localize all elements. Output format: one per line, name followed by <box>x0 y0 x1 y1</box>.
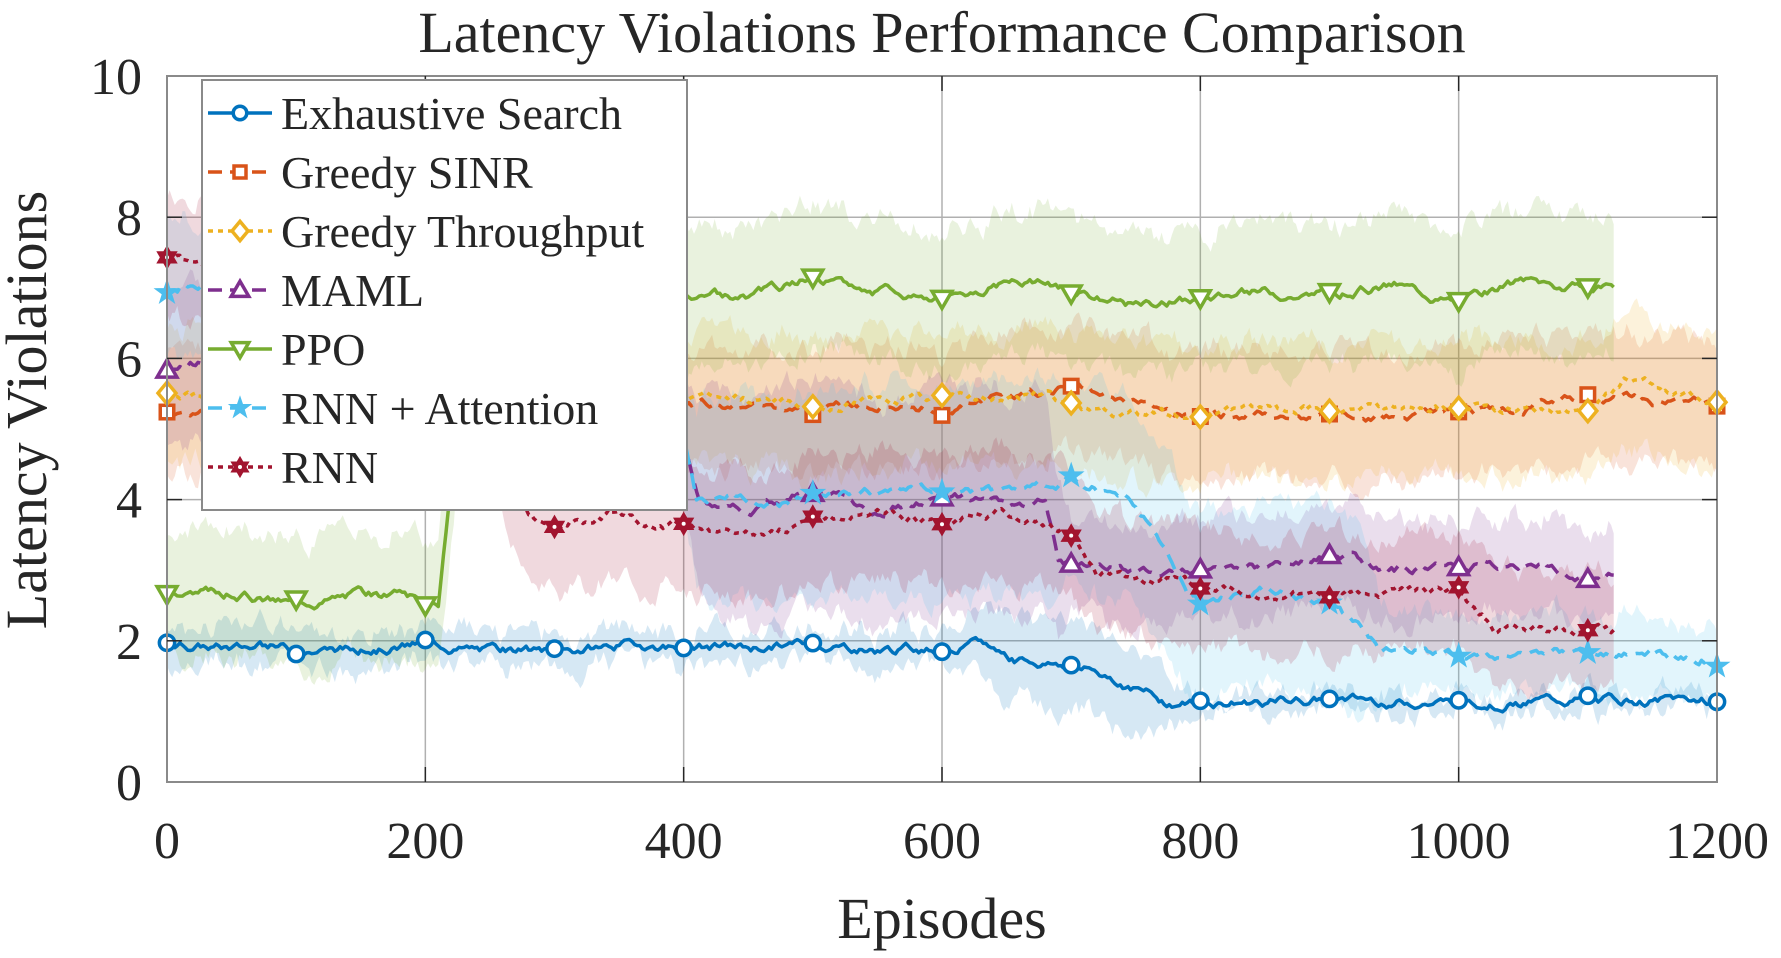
circle-marker <box>1449 690 1469 710</box>
triangle-down-marker <box>412 596 439 619</box>
triangle-down-marker <box>1445 291 1472 315</box>
hexagram-marker <box>1447 574 1470 600</box>
circle-marker <box>1578 686 1598 706</box>
diamond-marker <box>801 393 825 421</box>
circle-marker <box>231 104 249 122</box>
circle-marker <box>1190 691 1210 711</box>
star-marker <box>227 395 253 419</box>
triangle-down-marker <box>1058 284 1085 307</box>
hexagram-marker <box>672 511 695 537</box>
hexagram-marker <box>802 504 824 529</box>
legend: Exhaustive Search Greedy SINR Greedy Throu… <box>201 79 688 511</box>
triangle-down-marker <box>228 340 252 362</box>
x-tick-label: 1000 <box>1407 813 1511 870</box>
circle-marker <box>1320 689 1339 709</box>
diamond-marker <box>930 381 954 409</box>
triangle-up-marker <box>1316 541 1343 565</box>
band-rnn <box>167 180 1614 702</box>
legend-label: PPO <box>281 324 365 375</box>
circle-marker <box>286 644 306 664</box>
triangle-up-marker <box>1574 565 1601 589</box>
star-marker <box>1574 638 1602 664</box>
y-axis-title: Latency Violations <box>0 191 59 629</box>
x-tick-label: 0 <box>154 813 180 870</box>
hexagram-marker <box>1577 617 1599 643</box>
legend-label: Exhaustive Search <box>281 88 622 139</box>
series-line-ppo <box>167 273 1615 611</box>
circle-marker <box>803 633 823 653</box>
triangle-down-marker <box>799 268 826 291</box>
circle-marker <box>674 638 694 658</box>
legend-item: MAML <box>208 265 424 316</box>
triangle-down-marker <box>1187 289 1214 312</box>
star-marker <box>1057 461 1085 488</box>
diamond-marker <box>1189 403 1212 431</box>
band-exhaustive-search <box>167 601 1717 741</box>
x-axis-title: Episodes <box>837 886 1046 951</box>
y-tick-label: 8 <box>116 190 142 247</box>
x-tick-label: 600 <box>903 813 981 870</box>
legend-item: Exhaustive Search <box>208 88 622 139</box>
chart-title: Latency Violations Performance Compariso… <box>418 0 1465 65</box>
legend-item: Greedy Throughput <box>208 206 644 257</box>
y-tick-label: 10 <box>90 49 142 106</box>
star-marker <box>928 477 956 504</box>
circle-marker <box>415 630 435 650</box>
hexagram-marker <box>1060 523 1082 549</box>
triangle-up-marker <box>1445 554 1472 577</box>
star-marker <box>799 479 827 505</box>
legend-label: RNN + Attention <box>281 383 598 434</box>
diamond-marker <box>1318 397 1341 425</box>
legend-item: PPO <box>208 324 365 375</box>
triangle-down-marker <box>1574 278 1601 301</box>
diamond-marker <box>1576 397 1600 425</box>
y-tick-label: 6 <box>116 331 142 388</box>
x-tick-label: 400 <box>645 813 723 870</box>
hexagram-marker <box>230 455 250 479</box>
legend-box <box>201 79 688 511</box>
diamond-marker <box>229 218 251 244</box>
circle-marker <box>932 642 952 662</box>
diamond-marker <box>1447 394 1470 422</box>
triangle-up-marker <box>228 277 252 299</box>
series-markers <box>153 245 1731 712</box>
y-tick-label: 2 <box>116 614 142 671</box>
triangle-up-marker <box>1058 550 1085 573</box>
legend-label: Greedy Throughput <box>281 206 644 257</box>
circle-marker <box>1061 655 1081 675</box>
x-tick-label: 200 <box>386 813 464 870</box>
square-marker <box>933 406 951 424</box>
legend-item: RNN <box>208 442 378 493</box>
legend-label: RNN <box>281 442 378 493</box>
x-tick-label: 800 <box>1161 813 1239 870</box>
x-tick-label: 1200 <box>1665 813 1769 870</box>
square-marker <box>232 164 248 180</box>
circle-marker <box>545 639 564 659</box>
star-marker <box>1186 589 1214 616</box>
legend-item: RNN + Attention <box>208 383 598 434</box>
axis-ticks: 0 200 400 600 800 1000 1200 0 2 4 6 8 10 <box>90 49 1769 870</box>
hexagram-marker <box>1189 576 1212 601</box>
y-tick-label: 0 <box>116 755 142 812</box>
hexagram-marker <box>931 511 953 537</box>
hexagram-marker <box>1318 585 1341 610</box>
y-tick-label: 4 <box>116 473 142 530</box>
triangle-down-marker <box>283 590 310 613</box>
legend-label: Greedy SINR <box>281 147 533 198</box>
legend-item: Greedy SINR <box>208 147 533 198</box>
diamond-marker <box>1059 389 1083 417</box>
legend-label: MAML <box>281 265 424 316</box>
hexagram-marker <box>543 514 566 540</box>
triangle-down-marker <box>1316 282 1343 306</box>
star-marker <box>1445 641 1473 668</box>
triangle-down-marker <box>929 289 955 312</box>
